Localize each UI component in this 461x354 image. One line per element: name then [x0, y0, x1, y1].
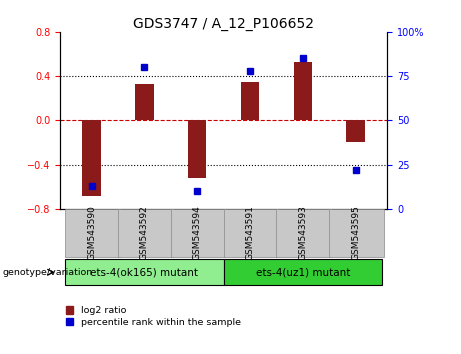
Text: ets-4(uz1) mutant: ets-4(uz1) mutant: [255, 267, 350, 277]
Bar: [241, 82, 259, 120]
Bar: [188, 120, 207, 178]
Text: GSM543595: GSM543595: [351, 205, 360, 260]
Bar: [65, 209, 120, 257]
Bar: [118, 209, 172, 257]
Text: genotype/variation: genotype/variation: [2, 268, 93, 277]
Bar: [135, 84, 154, 120]
Bar: [171, 209, 225, 257]
Bar: [224, 259, 382, 285]
Bar: [277, 209, 331, 257]
Text: GSM543592: GSM543592: [140, 205, 149, 260]
Title: GDS3747 / A_12_P106652: GDS3747 / A_12_P106652: [133, 17, 314, 31]
Text: GSM543590: GSM543590: [87, 205, 96, 260]
Bar: [224, 209, 278, 257]
Bar: [65, 259, 224, 285]
Bar: [294, 62, 312, 120]
Legend: log2 ratio, percentile rank within the sample: log2 ratio, percentile rank within the s…: [65, 305, 242, 328]
Bar: [83, 120, 101, 196]
Bar: [329, 209, 384, 257]
Text: ets-4(ok165) mutant: ets-4(ok165) mutant: [90, 267, 198, 277]
Text: GSM543593: GSM543593: [298, 205, 307, 260]
Bar: [346, 120, 365, 143]
Text: GSM543591: GSM543591: [245, 205, 254, 260]
Text: GSM543594: GSM543594: [193, 205, 202, 260]
